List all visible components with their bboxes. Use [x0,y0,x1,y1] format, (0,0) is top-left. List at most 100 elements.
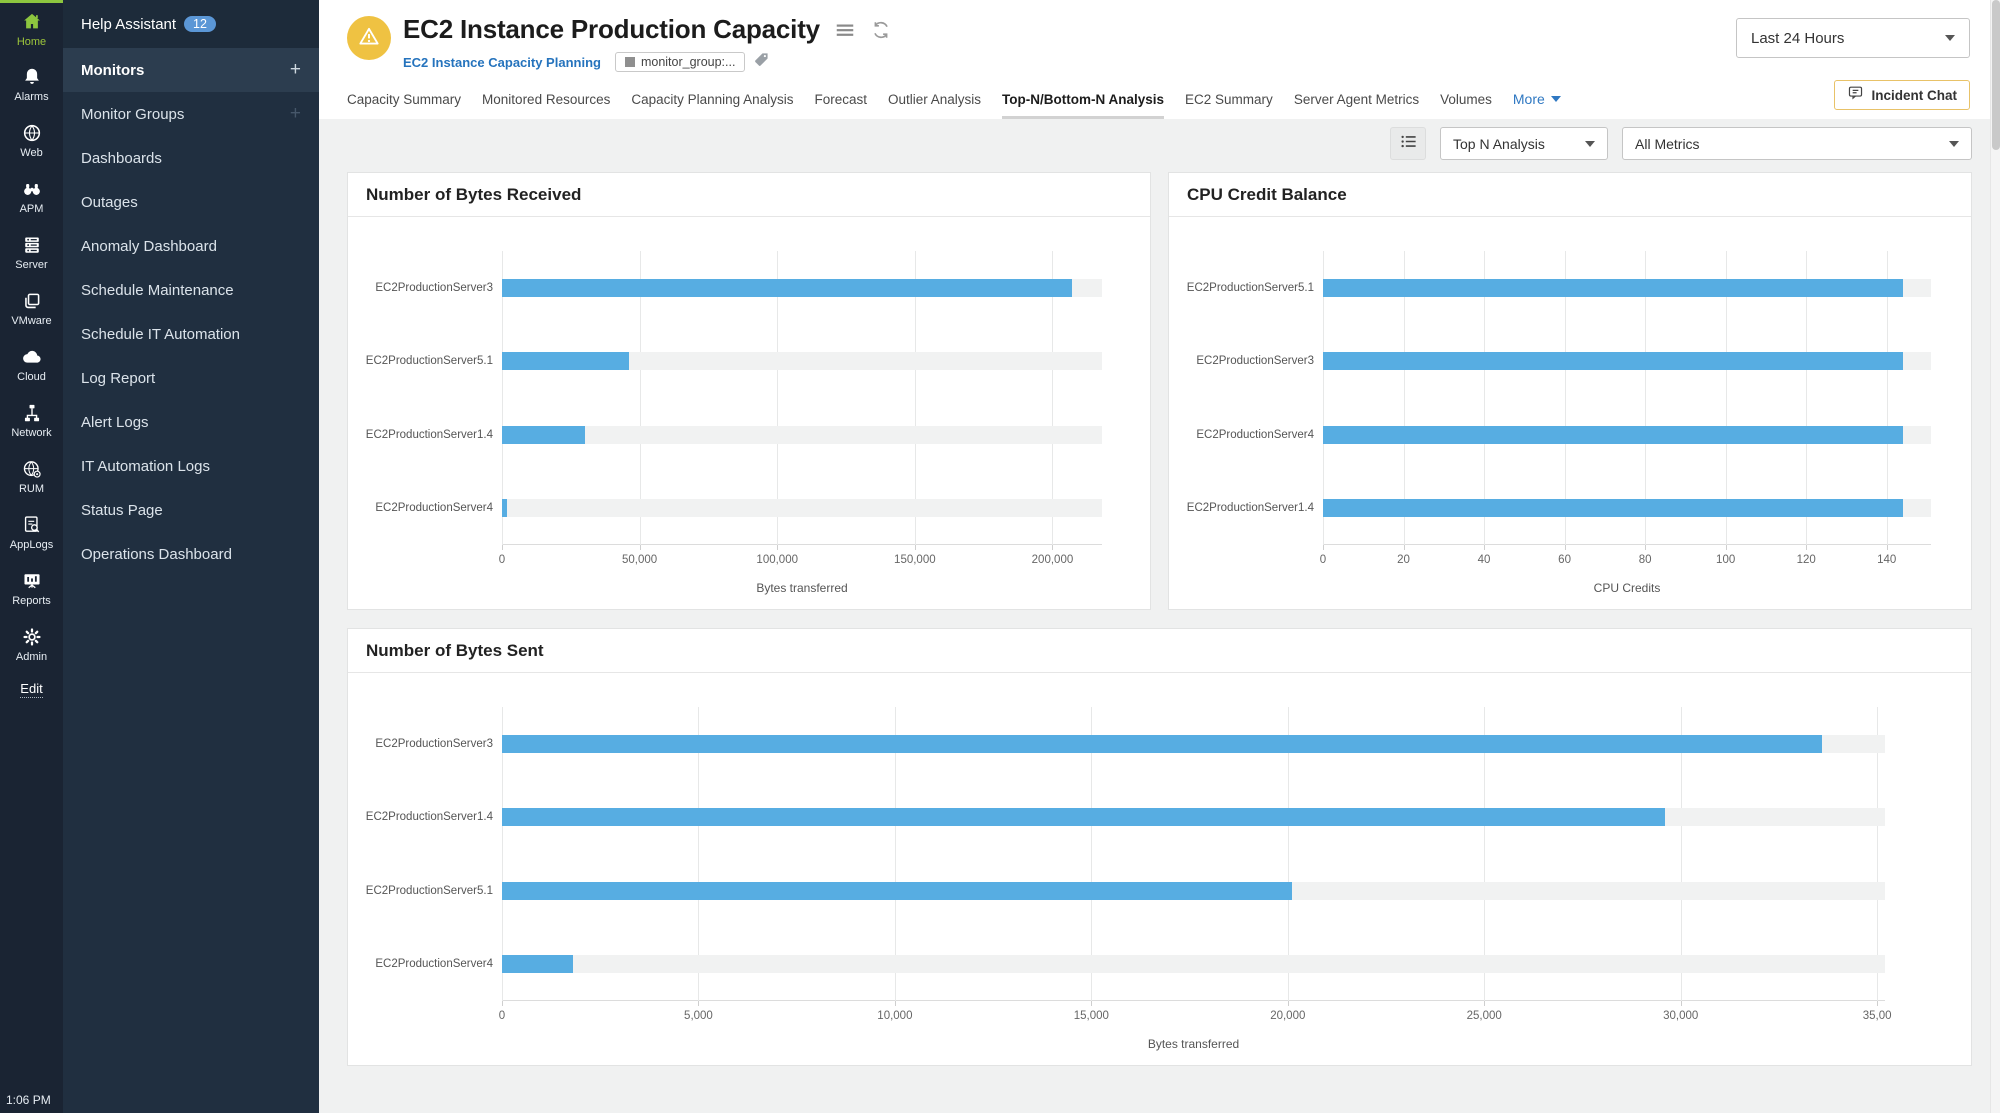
tab-volumes[interactable]: Volumes [1440,92,1492,107]
sidebar-item-status-page[interactable]: Status Page [63,488,319,532]
sidebar-item-it-automation-logs[interactable]: IT Automation Logs [63,444,319,488]
reports-icon [21,570,43,592]
bar-track [502,734,1885,753]
edit-label[interactable]: Edit [20,681,43,698]
server-icon [21,234,43,256]
tab-forecast[interactable]: Forecast [814,92,867,107]
tab-ec2-summary[interactable]: EC2 Summary [1185,92,1273,107]
bar[interactable] [502,425,585,444]
bar-track [502,955,1885,974]
tab-more[interactable]: More [1513,91,1561,119]
time-range-value: Last 24 Hours [1751,29,1845,47]
chevron-down-icon [1550,96,1561,102]
rail-item-admin[interactable]: Admin [0,616,63,672]
rail-item-vmware[interactable]: VMware [0,280,63,336]
sidebar-item-dashboards[interactable]: Dashboards [63,136,319,180]
refresh-icon[interactable] [870,19,892,41]
x-tick-label: 40 [1477,554,1491,566]
bar[interactable] [502,881,1292,900]
applogs-icon [21,514,43,536]
rail-item-alarms[interactable]: Alarms [0,56,63,112]
sidebar-item-anomaly-dashboard[interactable]: Anomaly Dashboard [63,224,319,268]
rail-item-label: Server [15,258,48,271]
scrollbar-thumb[interactable] [1992,0,2000,150]
monitor-group-tag-chip[interactable]: monitor_group:... [614,52,746,72]
sidebar-item-operations-dashboard[interactable]: Operations Dashboard [63,532,319,576]
x-tick-label: 60 [1558,554,1571,566]
bar-track [502,808,1885,827]
home-icon [21,11,43,33]
x-axis-line [1323,544,1931,545]
tab-capacity-planning-analysis[interactable]: Capacity Planning Analysis [631,92,794,107]
x-tick-label: 35,00 [1862,1010,1892,1022]
rail-item-applogs[interactable]: AppLogs [0,504,63,560]
bar[interactable] [1323,425,1903,444]
axis-tick [1323,545,1324,550]
bar[interactable] [502,808,1665,827]
bar[interactable] [502,734,1823,753]
bar[interactable] [502,278,1072,297]
plus-icon[interactable]: + [289,103,301,124]
axis-tick [698,1001,700,1006]
sidebar-item-monitors[interactable]: Monitors + [63,48,319,92]
rail-item-cloud[interactable]: Cloud [0,336,63,392]
x-tick-label: 140 [1877,554,1897,566]
sidebar-item-log-report[interactable]: Log Report [63,356,319,400]
bar-chart: 0 20 40 60 80 100 120 140 EC2ProductionServer5.1… [1187,251,1931,566]
plus-icon[interactable]: + [289,59,301,80]
bar-row: EC2ProductionServer3 [375,251,1102,325]
incident-chat-button[interactable]: Incident Chat [1834,80,1970,110]
axis-tick [1680,1001,1682,1006]
rail-item-apm[interactable]: APM [0,168,63,224]
bar[interactable] [502,955,573,974]
rail-item-network[interactable]: Network [0,392,63,448]
bar[interactable] [502,352,629,371]
sidebar-item-alert-logs[interactable]: Alert Logs [63,400,319,444]
gridline [502,707,503,1001]
sidebar-item-label: Alert Logs [81,413,149,431]
bar-row: EC2ProductionServer5.1 [366,325,1102,399]
sidebar-item-help-assistant[interactable]: Help Assistant 12 [63,0,319,48]
tab-outlier-analysis[interactable]: Outlier Analysis [887,92,982,107]
bar[interactable] [1323,352,1903,371]
x-tick-label: 80 [1638,554,1652,566]
breadcrumb-monitor-group-link[interactable]: EC2 Instance Capacity Planning [403,54,601,70]
rail-item-home[interactable]: Home [0,0,63,56]
tab-server-agent-metrics[interactable]: Server Agent Metrics [1293,92,1420,107]
main-area: EC2 Instance Production Capacity EC2 Ins… [319,0,2000,1113]
bar-row: EC2ProductionServer5.1 [366,854,1885,928]
tab-top-n-bottom-n-analysis[interactable]: Top-N/Bottom-N Analysis [1002,92,1165,119]
bar-row: EC2ProductionServer1.4 [366,781,1885,855]
tab-capacity-summary[interactable]: Capacity Summary [347,92,462,107]
bar-chart: 0 5,000 10,000 15,000 20,000 25,000 30,000 35,0… [366,707,1892,1022]
sidebar-item-outages[interactable]: Outages [63,180,319,224]
bar[interactable] [502,499,507,518]
tab-monitored-resources[interactable]: Monitored Resources [482,92,611,107]
analysis-type-select[interactable]: Top N Analysis [1440,127,1608,160]
rail-item-server[interactable]: Server [0,224,63,280]
bar[interactable] [1323,499,1903,518]
rail-item-web[interactable]: Web [0,112,63,168]
sidebar-item-monitor-groups[interactable]: Monitor Groups + [63,92,319,136]
hamburger-menu-icon[interactable] [834,19,856,41]
axis-tick [502,1001,503,1006]
x-axis-title: CPU Credits [1593,581,1661,595]
list-view-button[interactable] [1390,127,1426,160]
tag-icon[interactable] [753,51,770,73]
bar-row: EC2ProductionServer4 [1196,398,1931,472]
scrollbar-track[interactable] [1990,0,2000,1113]
metrics-select[interactable]: All Metrics [1622,127,1972,160]
sidebar-item-schedule-it-automation[interactable]: Schedule IT Automation [63,312,319,356]
gridline [914,251,916,545]
edit-mode-control[interactable]: Edit [0,680,63,698]
sidebar-item-schedule-maintenance[interactable]: Schedule Maintenance [63,268,319,312]
sidebar-item-label: Dashboards [81,149,162,167]
rail-item-rum[interactable]: RUM [0,448,63,504]
charts-grid: Number of Bytes Received 0 50,000 100,000 1… [347,172,1972,1066]
gridline [1877,707,1879,1001]
bar[interactable] [1323,278,1903,297]
rail-item-reports[interactable]: Reports [0,560,63,616]
time-range-select[interactable]: Last 24 Hours [1736,18,1970,58]
bar-row: EC2ProductionServer3 [375,707,1885,781]
bar-track [1323,425,1931,444]
